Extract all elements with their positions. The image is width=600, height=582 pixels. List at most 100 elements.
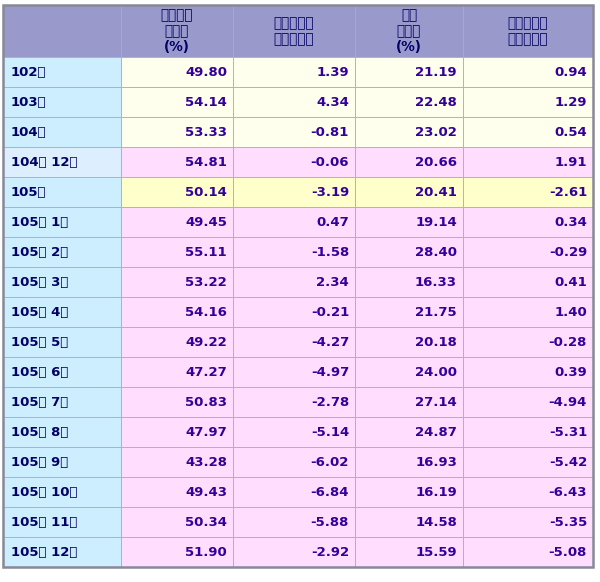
Bar [121,267,233,297]
Bar [233,87,355,117]
Text: 49.22: 49.22 [185,335,227,349]
Text: 54.16: 54.16 [185,306,227,318]
Text: 0.41: 0.41 [554,275,587,289]
Text: 53.22: 53.22 [185,275,227,289]
Bar [3,387,121,417]
Bar [463,5,593,57]
Text: 105年 1月: 105年 1月 [11,215,68,229]
Bar [233,267,355,297]
Bar [3,57,121,87]
Bar [463,87,593,117]
Bar [463,57,593,87]
Text: 105年: 105年 [11,186,47,198]
Bar [355,177,463,207]
Text: 1.91: 1.91 [554,155,587,169]
Text: -5.42: -5.42 [549,456,587,469]
Text: -2.78: -2.78 [311,396,349,409]
Text: 16.19: 16.19 [415,485,457,499]
Text: 15.59: 15.59 [415,545,457,559]
Text: -6.43: -6.43 [548,485,587,499]
Bar [3,327,121,357]
Bar [463,147,593,177]
Text: 50.14: 50.14 [185,186,227,198]
Text: -0.29: -0.29 [549,246,587,258]
Bar [233,5,355,57]
Text: 22.48: 22.48 [415,95,457,108]
Bar [463,477,593,507]
Text: 28.40: 28.40 [415,246,457,258]
Bar [233,117,355,147]
Bar [3,87,121,117]
Bar [463,117,593,147]
Bar [3,507,121,537]
Bar [3,357,121,387]
Text: -2.61: -2.61 [549,186,587,198]
Bar [3,477,121,507]
Bar [121,207,233,237]
Text: 19.14: 19.14 [415,215,457,229]
Text: 54.14: 54.14 [185,95,227,108]
Text: 51.90: 51.90 [185,545,227,559]
Text: 47.97: 47.97 [185,425,227,438]
Text: -2.92: -2.92 [311,545,349,559]
Bar [355,357,463,387]
Text: 50.83: 50.83 [185,396,227,409]
Text: -0.28: -0.28 [548,335,587,349]
Bar [3,147,121,177]
Text: 49.43: 49.43 [185,485,227,499]
Text: -0.06: -0.06 [311,155,349,169]
Text: -0.21: -0.21 [311,306,349,318]
Text: 105年 7月: 105年 7月 [11,396,68,409]
Text: 1.40: 1.40 [554,306,587,318]
Text: 50.34: 50.34 [185,516,227,528]
Bar [3,117,121,147]
Bar [463,507,593,537]
Text: 27.14: 27.14 [415,396,457,409]
Bar [121,477,233,507]
Text: 1.29: 1.29 [554,95,587,108]
Text: 105年 8月: 105年 8月 [11,425,68,438]
Bar [121,537,233,567]
Bar [121,87,233,117]
Text: 民宿
住用率
(%): 民宿 住用率 (%) [396,8,422,54]
Text: 49.45: 49.45 [185,215,227,229]
Bar [463,297,593,327]
Text: 與上年同期
增減百分點: 與上年同期 增減百分點 [274,16,314,46]
Text: -3.19: -3.19 [311,186,349,198]
Text: 24.00: 24.00 [415,365,457,378]
Text: -4.94: -4.94 [548,396,587,409]
Text: 4.34: 4.34 [316,95,349,108]
Bar [355,387,463,417]
Bar [233,507,355,537]
Bar [233,207,355,237]
Bar [463,447,593,477]
Bar [355,87,463,117]
Bar [233,387,355,417]
Bar [463,207,593,237]
Bar [355,447,463,477]
Bar [121,5,233,57]
Text: 105年 3月: 105年 3月 [11,275,68,289]
Bar [121,357,233,387]
Bar [3,207,121,237]
Bar [463,327,593,357]
Bar [121,177,233,207]
Text: 14.58: 14.58 [415,516,457,528]
Bar [355,297,463,327]
Bar [121,447,233,477]
Text: 105年 12月: 105年 12月 [11,545,77,559]
Bar [233,57,355,87]
Bar [355,267,463,297]
Text: 23.02: 23.02 [415,126,457,139]
Bar [233,357,355,387]
Bar [355,207,463,237]
Text: 105年 2月: 105年 2月 [11,246,68,258]
Bar [121,57,233,87]
Text: 與上年同期
增減百分點: 與上年同期 增減百分點 [508,16,548,46]
Text: 21.19: 21.19 [415,66,457,79]
Bar [121,117,233,147]
Text: 47.27: 47.27 [185,365,227,378]
Text: 0.94: 0.94 [554,66,587,79]
Bar [3,447,121,477]
Text: 43.28: 43.28 [185,456,227,469]
